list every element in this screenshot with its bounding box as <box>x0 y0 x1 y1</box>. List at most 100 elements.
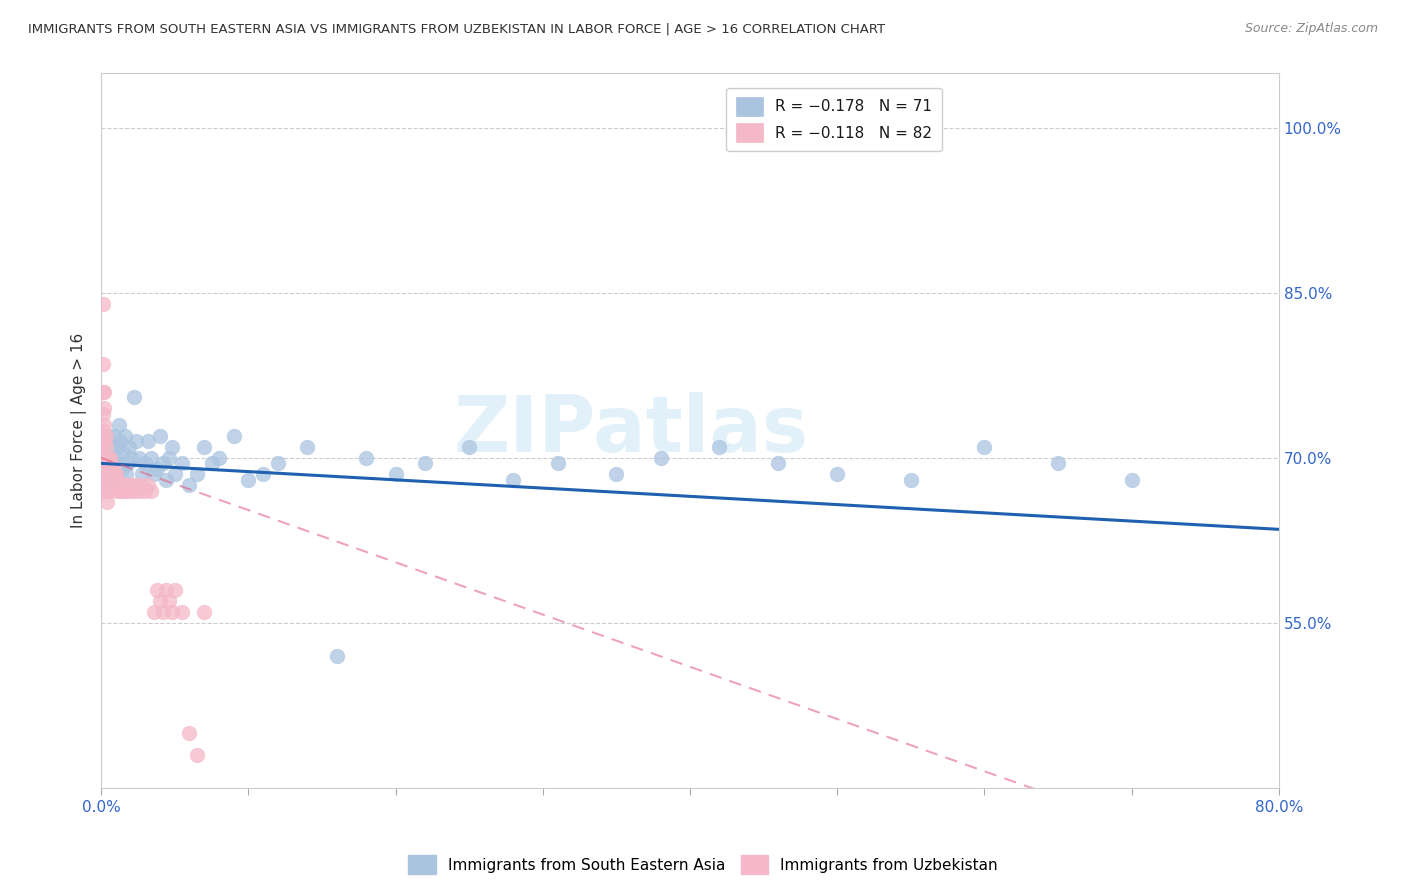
Point <box>93 473 115 487</box>
Point <box>143 467 166 482</box>
Point <box>120 450 142 465</box>
Point <box>172 456 194 470</box>
Point <box>155 473 177 487</box>
Point <box>825 467 848 482</box>
Point <box>112 483 135 498</box>
Point <box>105 473 128 487</box>
Point <box>93 434 115 449</box>
Point <box>93 473 115 487</box>
Point <box>152 456 174 470</box>
Point <box>91 429 114 443</box>
Point <box>97 429 120 443</box>
Point <box>128 483 150 498</box>
Point <box>94 462 117 476</box>
Point <box>101 462 124 476</box>
Point <box>973 440 995 454</box>
Point <box>105 483 128 498</box>
Point <box>502 473 524 487</box>
Point <box>97 450 120 465</box>
Point <box>91 384 114 399</box>
Point <box>100 456 122 470</box>
Point <box>117 456 139 470</box>
Point <box>186 467 208 482</box>
Point <box>101 473 124 487</box>
Point <box>103 467 125 482</box>
Point <box>100 450 122 465</box>
Point <box>163 582 186 597</box>
Point <box>112 445 135 459</box>
Point <box>354 450 377 465</box>
Point <box>179 725 201 739</box>
Point <box>97 456 120 470</box>
Point <box>104 450 127 465</box>
Point <box>157 594 180 608</box>
Point <box>93 384 115 399</box>
Point <box>900 473 922 487</box>
Point <box>96 462 118 476</box>
Point <box>111 478 134 492</box>
Point <box>98 434 121 449</box>
Point <box>193 605 215 619</box>
Point <box>91 297 114 311</box>
Point <box>125 478 148 492</box>
Point <box>141 483 163 498</box>
Point <box>107 478 129 492</box>
Point <box>93 401 115 416</box>
Point <box>96 473 118 487</box>
Point <box>94 450 117 465</box>
Point <box>413 456 436 470</box>
Point <box>93 462 115 476</box>
Legend: R = −0.178   N = 71, R = −0.118   N = 82: R = −0.178 N = 71, R = −0.118 N = 82 <box>727 87 942 151</box>
Point <box>155 582 177 597</box>
Point <box>193 440 215 454</box>
Point <box>160 440 183 454</box>
Point <box>146 462 169 476</box>
Point <box>297 440 319 454</box>
Point <box>120 478 142 492</box>
Point <box>111 462 134 476</box>
Point <box>118 440 141 454</box>
Point <box>94 429 117 443</box>
Point <box>104 467 127 482</box>
Point <box>100 467 122 482</box>
Point <box>128 450 150 465</box>
Point <box>146 582 169 597</box>
Point <box>115 467 138 482</box>
Point <box>650 450 672 465</box>
Point <box>97 462 120 476</box>
Point <box>143 605 166 619</box>
Point <box>104 467 127 482</box>
Text: Source: ZipAtlas.com: Source: ZipAtlas.com <box>1244 22 1378 36</box>
Point <box>94 473 117 487</box>
Point <box>208 450 231 465</box>
Point <box>136 434 159 449</box>
Point <box>157 450 180 465</box>
Point <box>91 358 114 372</box>
Point <box>100 462 122 476</box>
Point <box>252 467 274 482</box>
Point <box>238 473 260 487</box>
Point <box>94 473 117 487</box>
Point <box>100 478 122 492</box>
Point <box>149 429 172 443</box>
Point <box>172 605 194 619</box>
Point <box>91 423 114 437</box>
Point <box>91 445 114 459</box>
Point <box>325 648 347 663</box>
Point <box>98 473 121 487</box>
Point <box>96 462 118 476</box>
Point <box>96 483 118 498</box>
Point <box>141 450 163 465</box>
Point <box>98 450 121 465</box>
Point <box>117 478 139 492</box>
Text: ZIPatlas: ZIPatlas <box>454 392 808 468</box>
Point <box>110 483 132 498</box>
Point <box>114 478 136 492</box>
Point <box>101 467 124 482</box>
Point <box>152 605 174 619</box>
Point <box>91 407 114 421</box>
Point <box>103 456 125 470</box>
Point <box>134 483 156 498</box>
Point <box>97 483 120 498</box>
Point <box>91 456 114 470</box>
